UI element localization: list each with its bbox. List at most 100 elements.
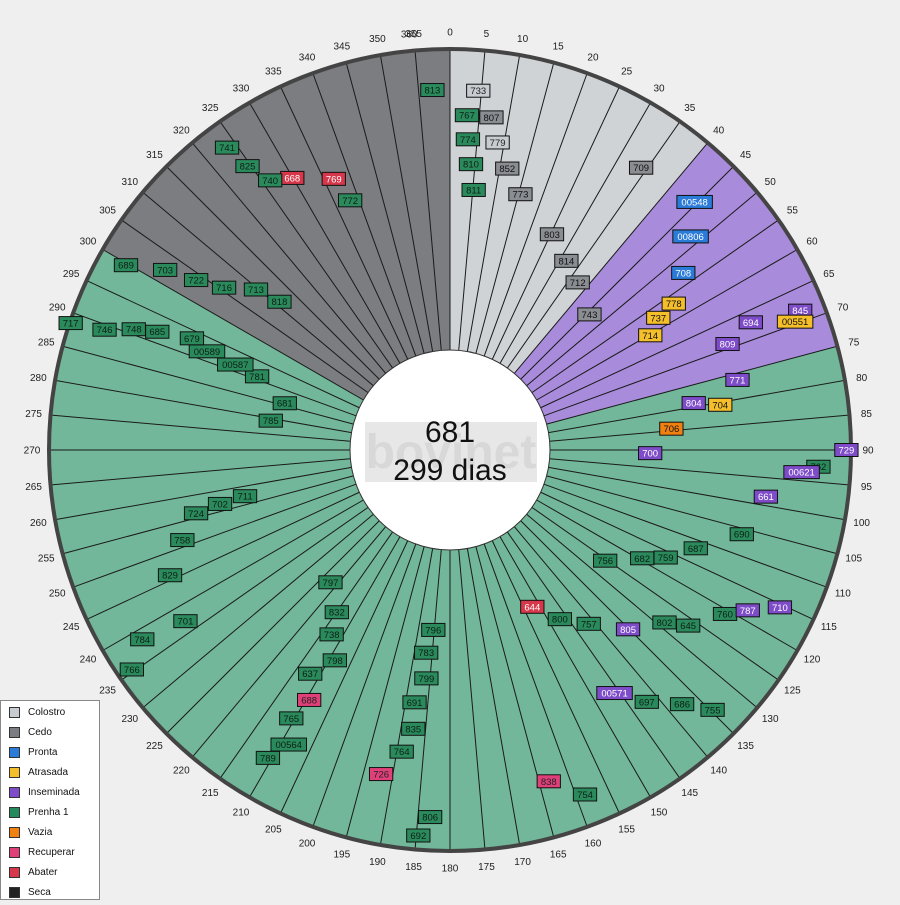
- animal-tag[interactable]: 783: [414, 645, 439, 660]
- animal-tag[interactable]: 805: [615, 622, 641, 637]
- animal-tag[interactable]: 682: [630, 551, 655, 566]
- animal-tag[interactable]: 681: [272, 396, 297, 411]
- animal-tag[interactable]: 694: [738, 315, 763, 330]
- animal-tag[interactable]: 852: [495, 161, 520, 176]
- animal-tag[interactable]: 661: [753, 489, 779, 504]
- animal-tag[interactable]: 773: [508, 187, 533, 202]
- animal-tag[interactable]: 716: [211, 280, 237, 295]
- animal-tag[interactable]: 729: [834, 443, 859, 457]
- animal-tag[interactable]: 799: [414, 671, 439, 686]
- animal-tag[interactable]: 769: [321, 171, 346, 186]
- animal-tag[interactable]: 686: [669, 697, 695, 712]
- animal-tag[interactable]: 810: [458, 157, 484, 172]
- animal-tag[interactable]: 713: [243, 282, 269, 297]
- animal-tag[interactable]: 714: [638, 328, 663, 343]
- animal-tag[interactable]: 814: [554, 253, 579, 268]
- animal-tag[interactable]: 00806: [672, 229, 709, 244]
- animal-tag[interactable]: 700: [638, 446, 663, 461]
- animal-tag[interactable]: 800: [547, 612, 573, 627]
- animal-tag[interactable]: 832: [324, 605, 349, 620]
- animal-tag[interactable]: 690: [729, 527, 754, 542]
- animal-tag[interactable]: 00589: [188, 344, 226, 359]
- animal-tag[interactable]: 743: [577, 307, 602, 322]
- animal-tag[interactable]: 00571: [596, 686, 633, 701]
- animal-tag[interactable]: 00621: [783, 465, 820, 480]
- animal-tag[interactable]: 784: [130, 632, 155, 647]
- animal-tag[interactable]: 803: [539, 227, 565, 242]
- animal-tag[interactable]: 711: [232, 489, 258, 504]
- animal-tag[interactable]: 765: [279, 711, 304, 726]
- animal-tag[interactable]: 757: [576, 616, 601, 631]
- animal-tag[interactable]: 00564: [270, 737, 307, 752]
- animal-tag[interactable]: 685: [145, 324, 170, 339]
- animal-tag[interactable]: 697: [634, 694, 659, 709]
- animal-tag[interactable]: 689: [113, 258, 139, 273]
- animal-tag[interactable]: 708: [671, 265, 696, 280]
- animal-tag[interactable]: 722: [183, 273, 209, 288]
- animal-tag[interactable]: 829: [157, 568, 183, 583]
- animal-tag[interactable]: 00551: [776, 314, 814, 329]
- animal-tag[interactable]: 778: [661, 296, 686, 311]
- animal-tag[interactable]: 691: [402, 695, 427, 710]
- animal-tag[interactable]: 804: [681, 396, 706, 411]
- animal-tag[interactable]: 00587: [217, 357, 254, 372]
- animal-tag[interactable]: 807: [479, 110, 504, 125]
- animal-tag[interactable]: 779: [485, 135, 510, 150]
- animal-tag[interactable]: 710: [767, 600, 793, 615]
- animal-tag[interactable]: 838: [536, 774, 561, 789]
- animal-tag[interactable]: 798: [322, 653, 347, 668]
- animal-tag[interactable]: 687: [683, 541, 708, 556]
- animal-tag[interactable]: 809: [715, 337, 740, 352]
- animal-tag[interactable]: 771: [725, 372, 750, 387]
- animal-tag[interactable]: 709: [628, 160, 654, 175]
- animal-tag[interactable]: 644: [520, 599, 545, 614]
- animal-tag[interactable]: 781: [244, 369, 270, 384]
- animal-tag[interactable]: 806: [417, 810, 443, 825]
- animal-tag[interactable]: 767: [454, 108, 480, 123]
- animal-tag[interactable]: 712: [565, 275, 590, 290]
- animal-tag[interactable]: 703: [152, 262, 178, 277]
- animal-tag[interactable]: 717: [58, 316, 83, 331]
- animal-tag[interactable]: 835: [401, 721, 426, 736]
- animal-tag[interactable]: 00548: [676, 194, 713, 209]
- animal-tag[interactable]: 701: [173, 614, 198, 629]
- animal-tag[interactable]: 813: [420, 83, 445, 98]
- animal-tag[interactable]: 746: [92, 322, 117, 337]
- animal-tag[interactable]: 785: [258, 413, 283, 428]
- animal-tag[interactable]: 748: [121, 322, 146, 337]
- animal-tag[interactable]: 726: [368, 767, 394, 782]
- animal-tag[interactable]: 766: [119, 662, 145, 677]
- animal-tag[interactable]: 704: [708, 397, 733, 412]
- animal-tag[interactable]: 764: [389, 744, 414, 759]
- animal-tag[interactable]: 774: [455, 132, 481, 147]
- animal-tag[interactable]: 811: [461, 182, 486, 197]
- animal-tag[interactable]: 796: [421, 622, 446, 637]
- animal-tag[interactable]: 692: [406, 828, 431, 843]
- animal-tag[interactable]: 818: [267, 294, 292, 309]
- animal-tag[interactable]: 802: [652, 615, 677, 630]
- animal-tag[interactable]: 637: [298, 666, 323, 681]
- animal-tag[interactable]: 756: [593, 553, 618, 568]
- animal-tag[interactable]: 679: [179, 331, 205, 346]
- animal-tag[interactable]: 733: [466, 83, 491, 98]
- animal-tag[interactable]: 702: [207, 496, 233, 511]
- animal-tag[interactable]: 754: [572, 787, 598, 802]
- animal-tag[interactable]: 724: [183, 506, 209, 521]
- animal-tag[interactable]: 738: [319, 627, 344, 642]
- animal-tag[interactable]: 755: [700, 702, 725, 717]
- animal-tag[interactable]: 741: [214, 140, 240, 155]
- animal-tag[interactable]: 740: [258, 173, 283, 188]
- animal-tag[interactable]: 789: [255, 750, 281, 765]
- animal-tag[interactable]: 706: [659, 421, 684, 436]
- animal-tag[interactable]: 758: [170, 533, 195, 548]
- animal-tag[interactable]: 759: [653, 550, 678, 565]
- animal-tag[interactable]: 772: [337, 193, 363, 208]
- animal-tag[interactable]: 787: [735, 603, 760, 618]
- animal-tag[interactable]: 737: [646, 310, 671, 325]
- animal-tag[interactable]: 645: [676, 618, 701, 633]
- animal-tag[interactable]: 825: [235, 159, 260, 174]
- animal-tag[interactable]: 760: [712, 606, 738, 621]
- animal-tag[interactable]: 797: [318, 575, 343, 590]
- animal-tag[interactable]: 668: [280, 170, 305, 185]
- animal-tag[interactable]: 688: [297, 692, 322, 707]
